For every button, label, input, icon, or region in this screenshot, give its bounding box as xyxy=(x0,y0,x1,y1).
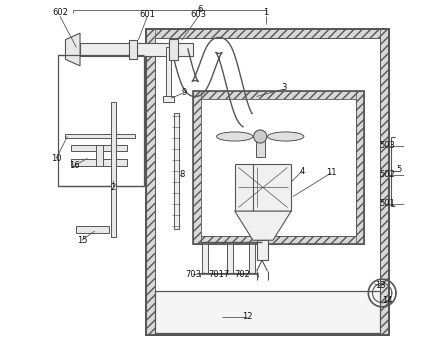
Bar xyxy=(65,134,135,138)
Text: 13: 13 xyxy=(375,281,386,290)
Bar xyxy=(201,99,356,236)
Bar xyxy=(249,242,255,273)
Bar xyxy=(80,43,193,56)
Ellipse shape xyxy=(267,132,304,141)
Text: 702: 702 xyxy=(234,270,250,279)
Bar xyxy=(193,236,364,244)
Bar xyxy=(193,91,364,99)
Bar xyxy=(227,242,233,273)
Bar xyxy=(58,55,144,186)
Bar xyxy=(155,38,381,326)
Text: 14: 14 xyxy=(382,296,393,305)
Bar xyxy=(146,29,389,335)
Bar xyxy=(155,38,381,326)
Text: 602: 602 xyxy=(52,8,68,17)
Text: 603: 603 xyxy=(190,10,206,19)
Text: 2: 2 xyxy=(110,183,115,192)
Bar xyxy=(169,39,178,60)
Ellipse shape xyxy=(217,132,253,141)
Text: 3: 3 xyxy=(281,83,286,92)
Text: 15: 15 xyxy=(77,236,87,245)
Text: 8: 8 xyxy=(179,170,185,179)
Bar xyxy=(71,145,127,151)
Text: 601: 601 xyxy=(139,10,155,19)
Bar xyxy=(155,291,381,333)
Text: 4: 4 xyxy=(299,167,305,175)
Bar xyxy=(163,96,174,102)
Text: 12: 12 xyxy=(242,312,253,321)
Text: 502: 502 xyxy=(380,170,396,179)
Bar xyxy=(257,240,267,260)
Text: 701: 701 xyxy=(209,270,225,279)
Bar xyxy=(146,326,389,335)
Bar xyxy=(166,47,170,102)
Bar xyxy=(381,29,389,335)
Bar xyxy=(111,102,116,237)
Text: 703: 703 xyxy=(185,270,201,279)
Text: 5: 5 xyxy=(396,165,401,174)
Circle shape xyxy=(254,130,267,143)
Text: 1: 1 xyxy=(263,8,268,17)
Text: 11: 11 xyxy=(326,169,337,177)
Bar xyxy=(193,91,364,244)
Text: 7: 7 xyxy=(223,270,228,279)
Bar xyxy=(71,159,127,166)
Bar xyxy=(174,113,179,229)
Text: 9: 9 xyxy=(181,88,186,97)
Bar xyxy=(146,29,155,335)
Bar xyxy=(76,226,109,233)
Bar xyxy=(201,99,356,236)
Bar xyxy=(129,40,137,59)
Bar xyxy=(193,91,201,244)
Bar xyxy=(146,29,389,38)
Text: 503: 503 xyxy=(380,141,396,150)
Bar xyxy=(96,145,103,166)
Polygon shape xyxy=(235,211,291,240)
Bar xyxy=(235,164,291,211)
Text: 6: 6 xyxy=(198,5,203,13)
Bar xyxy=(202,242,208,273)
Bar xyxy=(356,91,364,244)
Text: 16: 16 xyxy=(69,161,80,170)
Bar xyxy=(256,136,265,157)
Text: 10: 10 xyxy=(51,154,62,163)
Polygon shape xyxy=(65,33,80,66)
Text: 501: 501 xyxy=(380,199,396,208)
